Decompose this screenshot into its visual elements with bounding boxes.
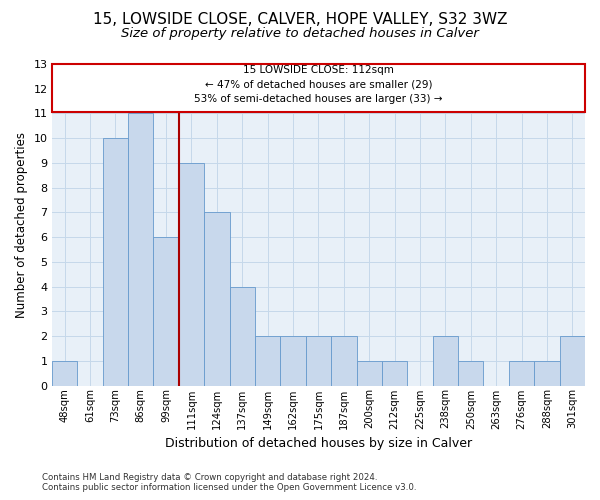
FancyBboxPatch shape [52,64,585,112]
X-axis label: Distribution of detached houses by size in Calver: Distribution of detached houses by size … [165,437,472,450]
Bar [52,361,77,386]
Bar [433,336,458,386]
Bar [103,138,128,386]
Bar [356,361,382,386]
Bar [179,163,204,386]
Bar [280,336,306,386]
Bar [458,361,484,386]
Y-axis label: Number of detached properties: Number of detached properties [15,132,28,318]
Text: 15 LOWSIDE CLOSE: 112sqm
← 47% of detached houses are smaller (29)
53% of semi-d: 15 LOWSIDE CLOSE: 112sqm ← 47% of detach… [194,65,443,104]
Bar [534,361,560,386]
Text: Contains HM Land Registry data © Crown copyright and database right 2024.
Contai: Contains HM Land Registry data © Crown c… [42,473,416,492]
Bar [331,336,356,386]
Bar [154,237,179,386]
Bar [382,361,407,386]
Bar [128,114,154,386]
Text: Size of property relative to detached houses in Calver: Size of property relative to detached ho… [121,28,479,40]
Bar [509,361,534,386]
Text: 15, LOWSIDE CLOSE, CALVER, HOPE VALLEY, S32 3WZ: 15, LOWSIDE CLOSE, CALVER, HOPE VALLEY, … [93,12,507,28]
Bar [255,336,280,386]
Bar [230,286,255,386]
Bar [204,212,230,386]
Bar [306,336,331,386]
Bar [560,336,585,386]
